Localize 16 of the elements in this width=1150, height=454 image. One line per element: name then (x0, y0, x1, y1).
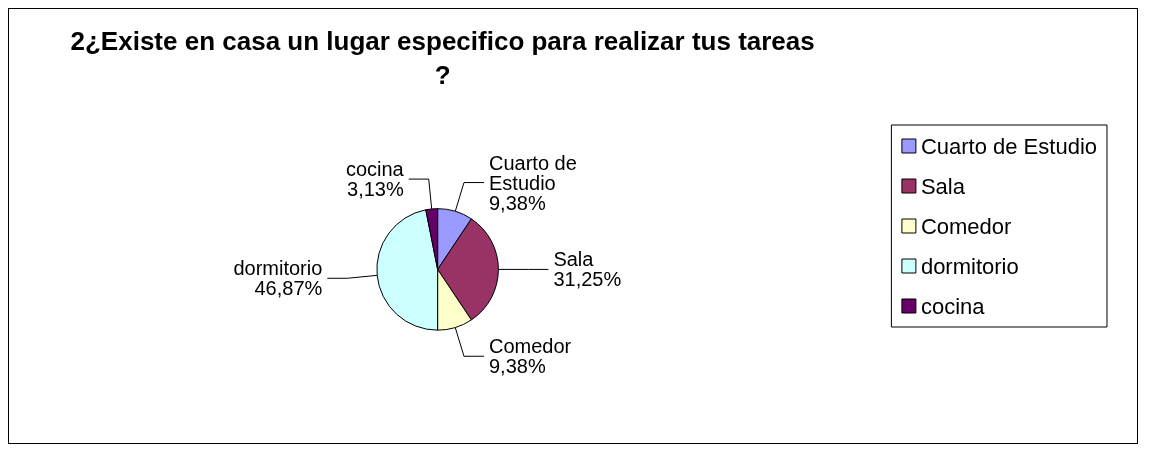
data-label: 31,25% (553, 268, 622, 291)
legend-label: cocina (920, 293, 986, 319)
slice-label: Comedor (488, 335, 572, 358)
slice-label: dormitorio (233, 257, 323, 280)
legend-label: Cuarto de Estudio (920, 133, 1097, 159)
data-label: 9,38% (489, 191, 546, 214)
legend-label: Sala (920, 173, 966, 199)
data-label: 46,87% (254, 277, 323, 300)
data-label: 3,13% (347, 178, 404, 201)
slice-label: cocina (345, 158, 405, 181)
slice-label: Sala (553, 248, 595, 271)
data-label: 9,38% (488, 355, 546, 378)
slice-label: Cuarto de Estudio (489, 151, 583, 194)
chart-title: 2¿Existe en casa un lugar especifico para realizar tus tareas? (70, 26, 815, 90)
legend-label: Comedor (920, 213, 1012, 239)
legend-label: dormitorio (920, 253, 1019, 279)
